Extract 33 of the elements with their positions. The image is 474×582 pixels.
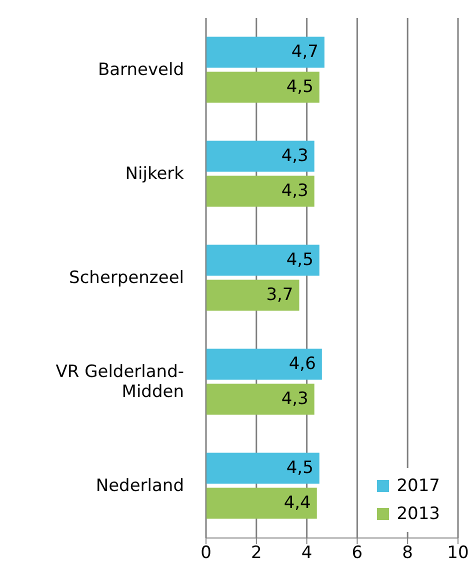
bar <box>206 140 314 172</box>
x-tick-label: 2 <box>250 543 262 564</box>
bar <box>206 176 314 207</box>
bar <box>206 36 324 68</box>
y-tick-label: Barneveld <box>98 60 184 80</box>
x-tick-label: 8 <box>402 543 414 564</box>
y-tick-label: Nijkerk <box>125 164 184 184</box>
bar <box>206 452 320 484</box>
bar <box>206 280 300 311</box>
data-label: 4,3 <box>281 181 308 202</box>
bar <box>206 488 317 519</box>
legend-label: 2013 <box>396 503 440 526</box>
y-tick-label: Scherpenzeel <box>69 268 184 288</box>
data-label: 4,6 <box>288 354 316 374</box>
bar <box>206 72 320 103</box>
bar <box>206 384 314 415</box>
data-label: 4,5 <box>286 458 314 478</box>
x-tick-label: 4 <box>301 543 312 564</box>
legend-label: 2017 <box>396 475 440 498</box>
data-label: 3,7 <box>266 285 294 306</box>
data-label: 4,3 <box>281 389 308 410</box>
bar <box>206 348 322 380</box>
data-label: 4,7 <box>291 42 318 62</box>
data-label: 4,5 <box>286 250 314 270</box>
x-tick-label: 10 <box>447 543 469 564</box>
data-label: 4,3 <box>281 146 308 166</box>
y-tick-label: VR Gelderland-Midden <box>56 362 184 402</box>
bar <box>206 244 320 276</box>
data-label: 4,5 <box>286 77 314 98</box>
x-tick-label: 6 <box>352 543 363 564</box>
y-tick-label: Nederland <box>96 476 184 496</box>
data-label: 4,4 <box>284 493 311 514</box>
x-tick-label: 0 <box>200 543 212 564</box>
